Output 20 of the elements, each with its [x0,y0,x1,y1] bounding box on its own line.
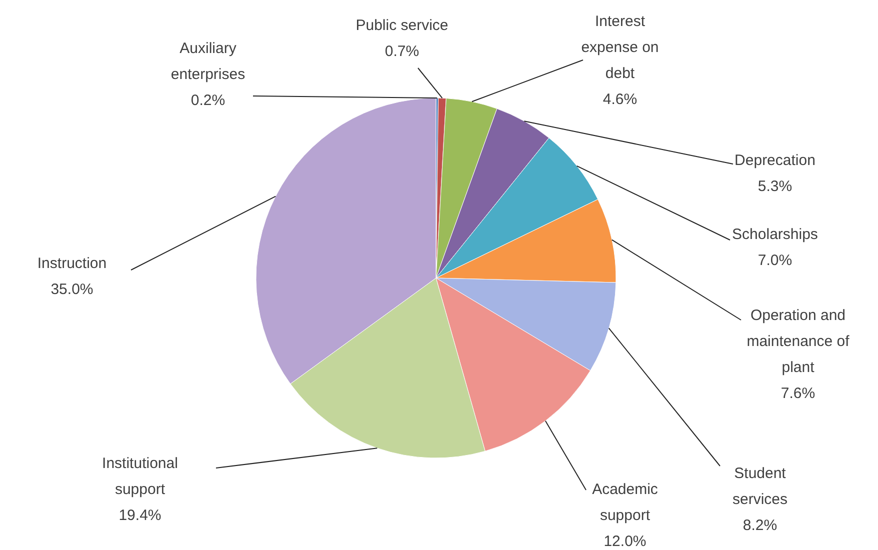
slice-label: Student services [732,465,788,508]
data-label: 4.6% [602,91,638,108]
data-label: 0.7% [384,43,420,60]
data-label: 35.0% [50,281,94,298]
data-label: 19.4% [118,507,162,524]
data-label: 8.2% [742,517,778,534]
data-label: 5.3% [758,178,792,195]
slice-label: Academic support [592,481,658,524]
slice-label: Institutional support [102,455,178,498]
data-label: 0.2% [190,92,226,109]
slice-label: Operation and maintenance of plant [746,307,850,376]
data-label: 7.6% [780,385,816,402]
slice-label: Auxiliary enterprises [170,40,246,83]
slice-label: Public service [356,17,448,34]
slice-label: Scholarships [732,226,818,243]
slice-label: Deprecation [734,152,816,169]
data-label: 12.0% [604,533,646,550]
data-label: 7.0% [758,252,792,269]
slice-label: Interest expense on debt [581,13,659,82]
slice-label: Instruction [37,255,107,272]
